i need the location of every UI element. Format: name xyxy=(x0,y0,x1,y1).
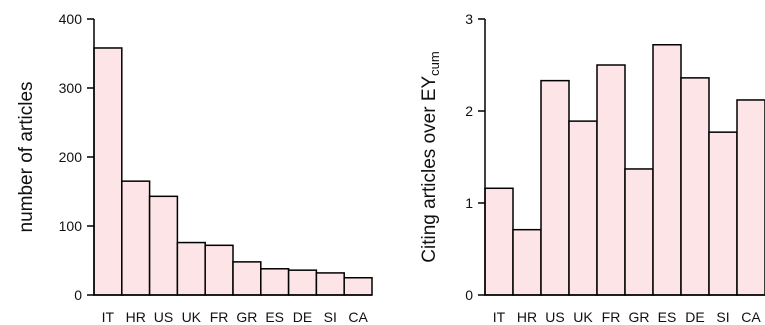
y-tick-label: 400 xyxy=(59,11,83,27)
x-tick-label-hr: HR xyxy=(126,309,146,325)
x-tick-label-us: US xyxy=(545,309,564,325)
bar-us xyxy=(148,195,179,296)
x-tick-label-fr: FR xyxy=(210,309,229,325)
bar-gr xyxy=(232,261,262,296)
axis-lines xyxy=(484,19,765,296)
x-ticks: IT HR US UK FR GR ES DE SI CA xyxy=(102,309,369,325)
x-tick-label-ca: CA xyxy=(741,309,761,325)
bar-us xyxy=(540,79,570,296)
x-tick-label-uk: UK xyxy=(182,309,202,325)
y-ticks: 0 1 2 3 xyxy=(465,11,485,303)
y-axis-label-main: Citing articles over EY xyxy=(419,76,440,263)
x-tick-label-us: US xyxy=(154,309,173,325)
y-ticks: 0 100 200 300 400 xyxy=(59,11,94,303)
y-axis-label: number of articles xyxy=(16,81,37,232)
y-tick-label: 0 xyxy=(465,287,473,303)
bar-gr xyxy=(624,168,654,296)
x-tick-label-it: IT xyxy=(493,309,506,325)
bar-de xyxy=(680,77,710,296)
bar-uk xyxy=(176,241,206,296)
bar-es xyxy=(260,268,290,296)
chart-panel-citing-articles: Citing articles over EYcum 0 1 2 3 IT HR US UK… xyxy=(419,11,765,325)
y-tick-label: 1 xyxy=(465,195,473,211)
bar-hr xyxy=(121,180,151,296)
y-axis-label-subscript: cum xyxy=(427,51,442,76)
x-tick-label-fr: FR xyxy=(602,309,621,325)
bars xyxy=(484,44,765,296)
bar-de xyxy=(287,269,318,296)
bar-si xyxy=(315,272,345,296)
x-tick-label-de: DE xyxy=(685,309,704,325)
y-axis-label: Citing articles over EYcum xyxy=(419,51,442,262)
x-tick-label-si: SI xyxy=(324,309,337,325)
bar-it xyxy=(484,187,514,296)
x-ticks: IT HR US UK FR GR ES DE SI CA xyxy=(493,309,762,325)
y-tick-label: 100 xyxy=(59,218,83,234)
bar-it xyxy=(93,47,123,296)
x-tick-label-gr: GR xyxy=(236,309,257,325)
bar-si xyxy=(708,131,738,296)
chart-panel-number-of-articles: number of articles 0 100 200 300 400 IT HR US U… xyxy=(16,11,373,325)
y-tick-label: 300 xyxy=(59,80,83,96)
bar-ca xyxy=(736,99,765,296)
bar-es xyxy=(652,44,682,296)
x-tick-label-es: ES xyxy=(658,309,677,325)
x-tick-label-si: SI xyxy=(716,309,729,325)
bar-ca xyxy=(343,277,373,296)
x-tick-label-it: IT xyxy=(102,309,115,325)
x-tick-label-uk: UK xyxy=(573,309,593,325)
x-tick-label-gr: GR xyxy=(629,309,650,325)
y-tick-label: 0 xyxy=(74,287,82,303)
bar-fr xyxy=(596,64,626,296)
bar-hr xyxy=(512,228,542,296)
x-tick-label-ca: CA xyxy=(348,309,368,325)
x-tick-label-de: DE xyxy=(293,309,312,325)
axis-lines xyxy=(93,19,372,296)
bars xyxy=(93,47,373,296)
y-tick-label: 2 xyxy=(465,103,473,119)
bar-uk xyxy=(568,120,598,296)
x-tick-label-es: ES xyxy=(265,309,284,325)
x-tick-label-hr: HR xyxy=(517,309,537,325)
bar-fr xyxy=(204,244,234,296)
y-tick-label: 200 xyxy=(59,149,83,165)
y-tick-label: 3 xyxy=(465,11,473,27)
